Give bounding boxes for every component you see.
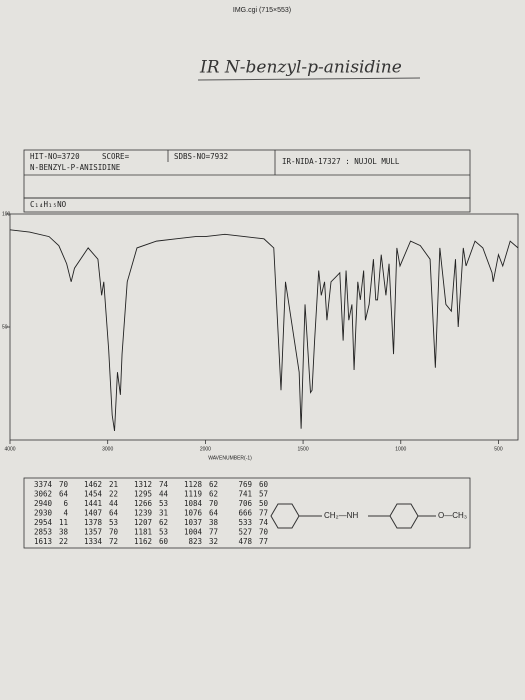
peak-transmittance: 70 (209, 499, 219, 508)
peak-transmittance: 62 (159, 518, 168, 527)
peak-transmittance: 60 (259, 480, 269, 489)
peak-wavenumber: 1266 (134, 499, 153, 508)
peak-wavenumber: 527 (238, 528, 252, 537)
peak-wavenumber: 2853 (34, 528, 52, 537)
peak-transmittance: 72 (109, 537, 118, 546)
peak-wavenumber: 741 (238, 490, 252, 499)
peak-transmittance: 44 (159, 490, 169, 499)
peak-transmittance: 77 (209, 528, 218, 537)
peak-wavenumber: 1613 (34, 537, 52, 546)
peak-wavenumber: 1378 (84, 518, 103, 527)
nida-info: IR-NIDA-17327 : NUJOL MULL (282, 157, 400, 166)
handwritten-title: IR N-benzyl-p-anisidine (199, 58, 402, 78)
peak-transmittance: 4 (63, 509, 68, 518)
structure-drawing (270, 503, 436, 529)
peak-transmittance: 70 (109, 528, 119, 537)
peak-transmittance: 11 (59, 518, 68, 527)
peak-wavenumber: 1004 (184, 528, 203, 537)
peak-transmittance: 77 (259, 537, 268, 546)
structure-substituent: O—CH₃ (438, 511, 467, 520)
y-tick-label: 50 (2, 324, 8, 330)
peak-wavenumber: 666 (238, 509, 252, 518)
header-box (23, 149, 471, 213)
structure-linker: CH₂—NH (324, 511, 358, 520)
peak-wavenumber: 1454 (84, 490, 103, 499)
peak-transmittance: 50 (259, 499, 269, 508)
peak-transmittance: 70 (259, 528, 269, 537)
peak-wavenumber: 1037 (184, 518, 202, 527)
peak-wavenumber: 1312 (134, 480, 152, 489)
peak-wavenumber: 1119 (184, 490, 202, 499)
y-tick-label: 100 (2, 211, 11, 217)
peak-transmittance: 53 (159, 528, 168, 537)
peak-transmittance: 60 (159, 537, 169, 546)
peak-transmittance: 64 (209, 509, 219, 518)
peak-wavenumber: 769 (238, 480, 252, 489)
peak-transmittance: 64 (109, 509, 119, 518)
peak-transmittance: 53 (109, 518, 118, 527)
x-tick-label: 1500 (298, 446, 309, 452)
x-tick-label: 500 (494, 446, 503, 452)
peak-wavenumber: 1239 (134, 509, 152, 518)
peak-transmittance: 77 (259, 509, 268, 518)
peak-wavenumber: 2940 (34, 499, 53, 508)
x-tick-label: 3000 (102, 446, 113, 452)
peak-wavenumber: 1084 (184, 499, 203, 508)
peak-transmittance: 31 (159, 509, 168, 518)
peak-wavenumber: 1462 (84, 480, 102, 489)
peak-wavenumber: 1162 (134, 537, 152, 546)
x-tick-label: 4000 (4, 446, 15, 452)
peak-wavenumber: 1181 (134, 528, 152, 537)
x-tick-label: 2000 (200, 446, 211, 452)
peak-transmittance: 44 (109, 499, 119, 508)
peak-transmittance: 57 (259, 490, 268, 499)
peak-wavenumber: 1128 (184, 480, 203, 489)
peak-transmittance: 70 (59, 480, 69, 489)
compound-name: N-BENZYL-P-ANISIDINE (30, 163, 121, 172)
peak-wavenumber: 1407 (84, 509, 102, 518)
peak-transmittance: 38 (59, 528, 69, 537)
x-tick-label: 1000 (395, 446, 406, 452)
sdbs-number: SDBS-NO=7932 (174, 152, 228, 161)
peak-wavenumber: 1441 (84, 499, 102, 508)
peak-wavenumber: 706 (238, 499, 252, 508)
peak-transmittance: 6 (63, 499, 68, 508)
hit-number: HIT-NO=3720 (30, 152, 80, 161)
x-axis-label: WAVENUMBER(-1) (208, 455, 252, 461)
peak-wavenumber: 478 (238, 537, 252, 546)
browser-label: IMG.cgi (715×553) (233, 7, 291, 14)
spectrum-line (9, 229, 519, 432)
formula: C₁₄H₁₅NO (30, 200, 67, 209)
peak-wavenumber: 1295 (134, 490, 152, 499)
score: SCORE= (102, 152, 130, 161)
peak-transmittance: 64 (59, 490, 69, 499)
peak-transmittance: 22 (109, 490, 118, 499)
peak-wavenumber: 2930 (34, 509, 53, 518)
peak-wavenumber: 1207 (134, 518, 152, 527)
peak-transmittance: 32 (209, 537, 218, 546)
peak-wavenumber: 1076 (184, 509, 203, 518)
peak-transmittance: 21 (109, 480, 118, 489)
peak-wavenumber: 533 (238, 518, 252, 527)
peak-wavenumber: 823 (188, 537, 202, 546)
peak-wavenumber: 2954 (34, 518, 53, 527)
peak-transmittance: 62 (209, 480, 218, 489)
peak-wavenumber: 1357 (84, 528, 102, 537)
peak-transmittance: 38 (209, 518, 219, 527)
peak-transmittance: 22 (59, 537, 68, 546)
peak-transmittance: 53 (159, 499, 168, 508)
peak-wavenumber: 3062 (34, 490, 52, 499)
peak-table-box (23, 477, 471, 549)
peak-transmittance: 74 (159, 480, 169, 489)
peak-wavenumber: 1334 (84, 537, 103, 546)
peak-transmittance: 62 (209, 490, 218, 499)
underline (197, 77, 421, 81)
peak-wavenumber: 3374 (34, 480, 53, 489)
peak-transmittance: 74 (259, 518, 269, 527)
